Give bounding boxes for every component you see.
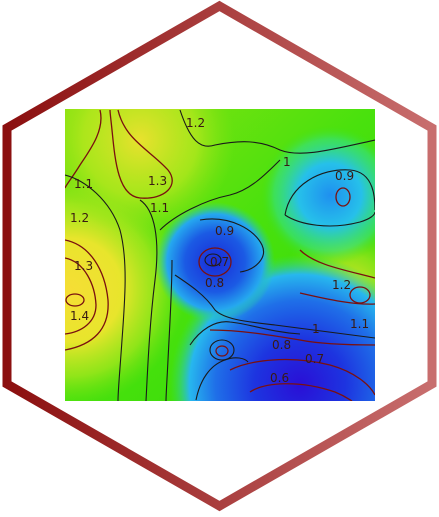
contour-label: 1.2	[186, 116, 205, 130]
contour-label: 0.9	[215, 224, 234, 238]
contour-label: 1.4	[70, 309, 89, 323]
contour-label: 1.1	[74, 177, 93, 191]
contour-plot: 1.2 1.1 1.3 1.2 1.1 1.3 1.4 1 0.9 0.9 0.…	[65, 109, 375, 401]
contour-label: 1	[312, 322, 320, 336]
contour-label: 1.1	[150, 201, 169, 215]
contour-label: 0.8	[205, 276, 224, 290]
contour-label: 1	[283, 155, 291, 169]
contour-label: 0.8	[272, 338, 291, 352]
contour-label: 1.3	[148, 174, 167, 188]
contour-label: 0.7	[305, 352, 324, 366]
contour-label: 1.1	[350, 317, 369, 331]
contour-label: 0.7	[210, 255, 229, 269]
contour-label: 1.2	[70, 211, 89, 225]
contour-label: 0.6	[270, 371, 289, 385]
contour-label: 1.3	[74, 259, 93, 273]
contour-label: 0.9	[335, 169, 354, 183]
contour-label: 1.2	[332, 278, 351, 292]
